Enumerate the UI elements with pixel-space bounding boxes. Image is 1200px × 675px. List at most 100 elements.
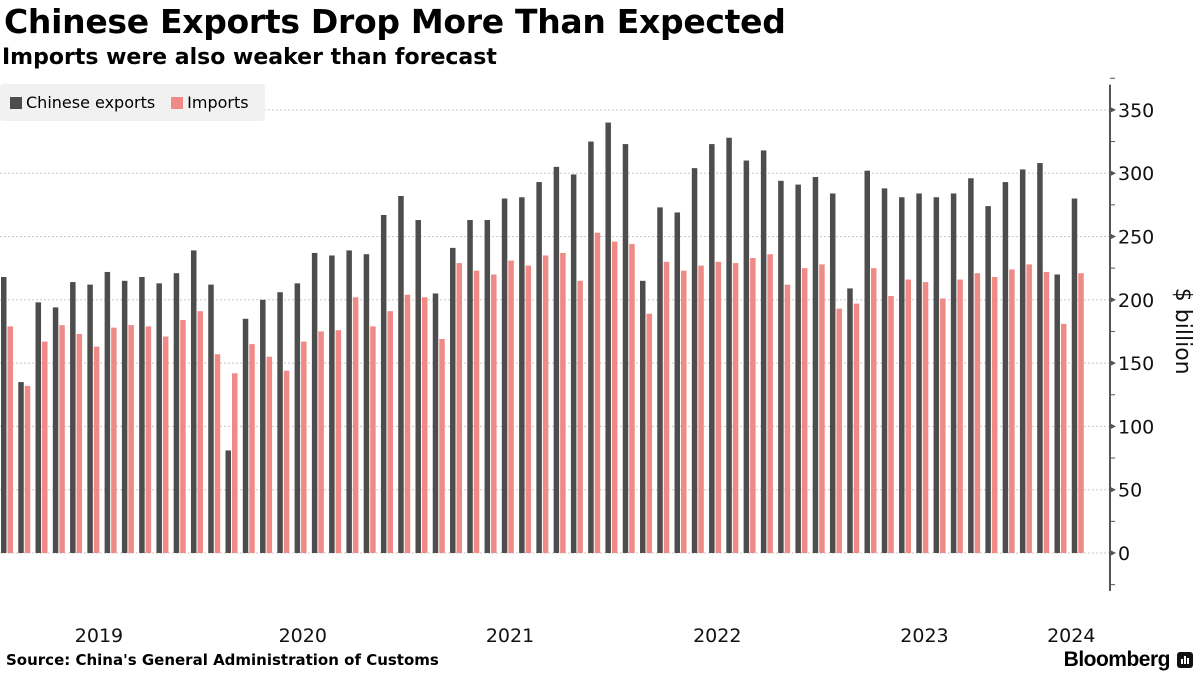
legend-label-exports: Chinese exports xyxy=(26,93,156,112)
bar-exports xyxy=(1019,169,1026,554)
y-tick-mark xyxy=(1110,360,1116,367)
bar-exports xyxy=(173,273,180,553)
bar-imports xyxy=(957,279,963,553)
bar-exports xyxy=(329,255,335,554)
bar-imports xyxy=(871,268,877,553)
bar-exports xyxy=(553,166,560,553)
bar-imports xyxy=(42,341,48,553)
y-tick-label: 300 xyxy=(1118,163,1154,185)
bar-exports xyxy=(639,280,646,553)
bar-imports xyxy=(594,232,601,553)
bar-imports xyxy=(301,341,307,553)
bar-imports xyxy=(111,327,117,553)
x-tick-label: 2021 xyxy=(486,625,534,647)
y-tick-mark xyxy=(1110,486,1116,493)
y-tick-mark xyxy=(1110,106,1116,113)
bar-imports xyxy=(629,244,635,553)
y-tick-mark xyxy=(1110,233,1116,240)
bar-exports xyxy=(536,182,542,553)
bar-imports xyxy=(542,255,549,554)
bar-exports xyxy=(35,302,42,553)
bar-imports xyxy=(1060,323,1067,553)
bar-imports xyxy=(180,320,186,553)
y-tick-label: 350 xyxy=(1118,100,1154,122)
x-axis: 2019 2020 2021 2022 2023 2024 xyxy=(75,625,1096,647)
bar-imports xyxy=(1009,269,1015,553)
chart-subtitle: Imports were also weaker than forecast xyxy=(2,45,497,70)
x-tick-label: 2022 xyxy=(693,625,741,647)
bar-imports xyxy=(681,270,687,553)
bar-exports xyxy=(760,150,767,554)
bar-exports xyxy=(260,299,266,553)
bar-exports xyxy=(1071,198,1078,553)
bar-imports xyxy=(335,330,342,553)
bar-imports xyxy=(525,265,532,553)
bar-imports xyxy=(905,279,912,553)
bar-imports xyxy=(611,241,618,553)
y-tick-mark xyxy=(1110,423,1116,430)
bar-imports xyxy=(991,277,998,553)
legend-label-imports: Imports xyxy=(187,93,249,112)
bar-exports xyxy=(916,193,922,553)
legend-item-exports[interactable]: Chinese exports xyxy=(10,93,155,112)
bar-imports xyxy=(1043,271,1050,553)
bar-imports xyxy=(819,264,825,553)
legend-item-imports[interactable]: Imports xyxy=(171,93,249,112)
bar-exports xyxy=(467,220,473,554)
bar-imports xyxy=(76,333,83,553)
bar-exports xyxy=(674,212,681,554)
bar-imports xyxy=(439,339,445,553)
bar-exports xyxy=(484,220,491,554)
bar-exports xyxy=(190,250,197,553)
bars xyxy=(1,122,1084,554)
bar-exports xyxy=(847,288,853,553)
bar-imports xyxy=(318,331,324,553)
x-tick-label: 2024 xyxy=(1047,625,1095,647)
bar-exports xyxy=(519,197,525,553)
bar-exports xyxy=(1037,163,1043,553)
bar-imports xyxy=(93,346,100,553)
bar-imports xyxy=(646,313,652,553)
bar-imports xyxy=(387,311,393,553)
bar-imports xyxy=(266,356,273,553)
bar-exports xyxy=(415,220,421,554)
bar-exports xyxy=(1054,274,1060,553)
bar-imports xyxy=(128,325,134,553)
bar-exports xyxy=(18,382,24,553)
bar-imports xyxy=(283,370,290,553)
bar-imports xyxy=(352,297,359,553)
y-axis-title: $ billion xyxy=(1170,288,1195,375)
bar-imports xyxy=(767,254,773,553)
y-tick-label: 250 xyxy=(1118,227,1154,249)
bar-exports xyxy=(363,254,370,553)
bar-exports xyxy=(87,284,93,553)
bar-imports xyxy=(232,373,238,553)
bar-exports xyxy=(795,184,801,553)
bar-imports xyxy=(370,326,376,553)
bar-exports xyxy=(277,292,283,553)
bar-exports xyxy=(380,214,387,553)
bar-imports xyxy=(732,263,739,553)
bar-imports xyxy=(162,336,169,553)
bar-exports xyxy=(778,180,784,553)
bar-imports xyxy=(940,298,946,553)
y-tick-mark xyxy=(1110,550,1116,556)
bar-imports xyxy=(1026,264,1032,553)
x-tick-label: 2023 xyxy=(900,625,948,647)
bar-imports xyxy=(214,354,221,553)
bar-imports xyxy=(59,325,65,553)
bar-imports xyxy=(801,268,808,553)
bar-exports xyxy=(294,283,301,553)
bloomberg-logo: Bloomberg xyxy=(1063,648,1171,671)
bar-imports xyxy=(7,326,13,553)
bar-exports xyxy=(139,277,145,553)
bar-imports xyxy=(456,263,463,553)
bar-exports xyxy=(242,318,249,553)
bar-exports xyxy=(450,247,456,554)
bar-imports xyxy=(249,344,255,553)
bar-imports xyxy=(197,311,203,553)
bar-exports xyxy=(622,144,629,553)
bar-exports xyxy=(812,176,819,554)
bar-exports xyxy=(881,188,888,553)
